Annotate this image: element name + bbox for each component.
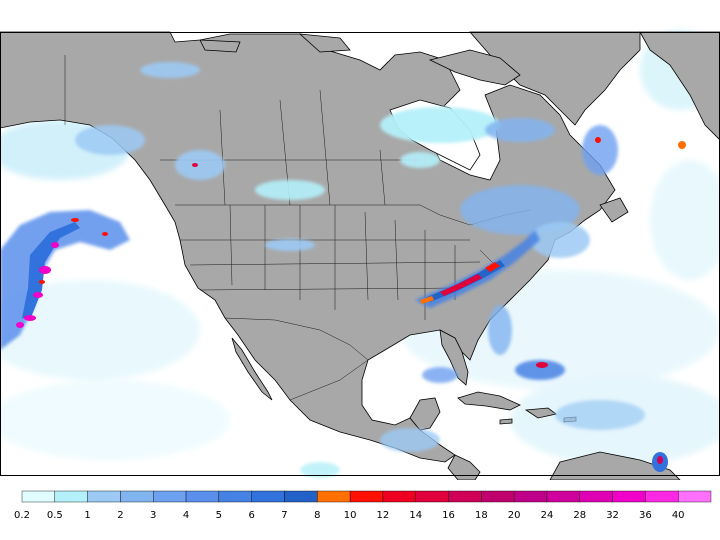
arctic-island-1 — [298, 33, 351, 53]
legend-swatch — [415, 490, 449, 503]
legend-swatch — [21, 490, 56, 503]
legend-swatch — [382, 490, 416, 503]
legend-swatch — [218, 490, 252, 503]
precipitation-map — [0, 30, 720, 480]
central-america — [447, 454, 481, 480]
legend-swatch — [54, 490, 88, 503]
legend-label: 14 — [409, 510, 422, 521]
legend-swatch — [612, 490, 646, 503]
legend-label: 24 — [541, 510, 554, 521]
europe-edge — [639, 31, 720, 141]
arctic-island-2 — [199, 39, 241, 53]
legend-label: 40 — [672, 510, 685, 521]
legend-swatch — [513, 490, 548, 503]
legend-swatch — [349, 490, 384, 503]
legend-swatch — [546, 490, 580, 503]
legend-label: 32 — [606, 510, 619, 521]
south-america-edge — [549, 451, 681, 480]
legend-label: 8 — [314, 510, 320, 521]
legend-swatch — [185, 490, 220, 503]
legend-label: 2 — [117, 510, 123, 521]
legend-label: 7 — [281, 510, 287, 521]
pacific-storm — [0, 210, 130, 350]
legend-swatches — [21, 490, 712, 503]
appalachian-band — [415, 230, 540, 308]
legend-swatch — [579, 490, 613, 503]
legend-label: 36 — [639, 510, 652, 521]
legend-label: 3 — [150, 510, 156, 521]
legend-labels: 0.2 0.5 1 2 3 4 5 6 7 8 10 12 14 16 18 20 24 28 32 36 40 — [14, 510, 685, 521]
legend-swatch — [481, 490, 515, 503]
caribbean-precip — [192, 137, 686, 478]
legend-label: 0.5 — [47, 510, 63, 521]
legend-swatch — [284, 490, 318, 503]
legend-swatch — [645, 490, 679, 503]
color-scale-legend: 0.2 0.5 1 2 3 4 5 6 7 8 10 12 14 16 18 20 24 28 32 36 40 — [14, 490, 712, 521]
florida — [439, 329, 469, 386]
legend-swatch — [317, 490, 351, 503]
legend-swatch — [251, 490, 285, 503]
political-boundaries — [64, 55, 531, 401]
legend-label: 20 — [508, 510, 521, 521]
jamaica — [499, 418, 513, 425]
legend-swatch — [448, 490, 482, 503]
land-precip — [75, 62, 618, 258]
legend-label: 12 — [377, 510, 390, 521]
legend-swatch — [87, 490, 121, 503]
legend-swatch — [120, 490, 154, 503]
legend-label: 5 — [216, 510, 222, 521]
legend-label: 4 — [183, 510, 189, 521]
legend-label: 0.2 — [14, 510, 30, 521]
legend-label: 10 — [344, 510, 357, 521]
baja-california — [231, 337, 273, 401]
legend-label: 1 — [84, 510, 90, 521]
legend-label: 16 — [442, 510, 455, 521]
legend-swatch — [677, 490, 712, 503]
legend-swatch — [153, 490, 187, 503]
baffin-island — [428, 49, 521, 86]
legend-label: 6 — [248, 510, 254, 521]
cuba — [457, 391, 521, 411]
legend-label: 28 — [573, 510, 586, 521]
newfoundland — [599, 197, 629, 223]
legend-label: 18 — [475, 510, 488, 521]
